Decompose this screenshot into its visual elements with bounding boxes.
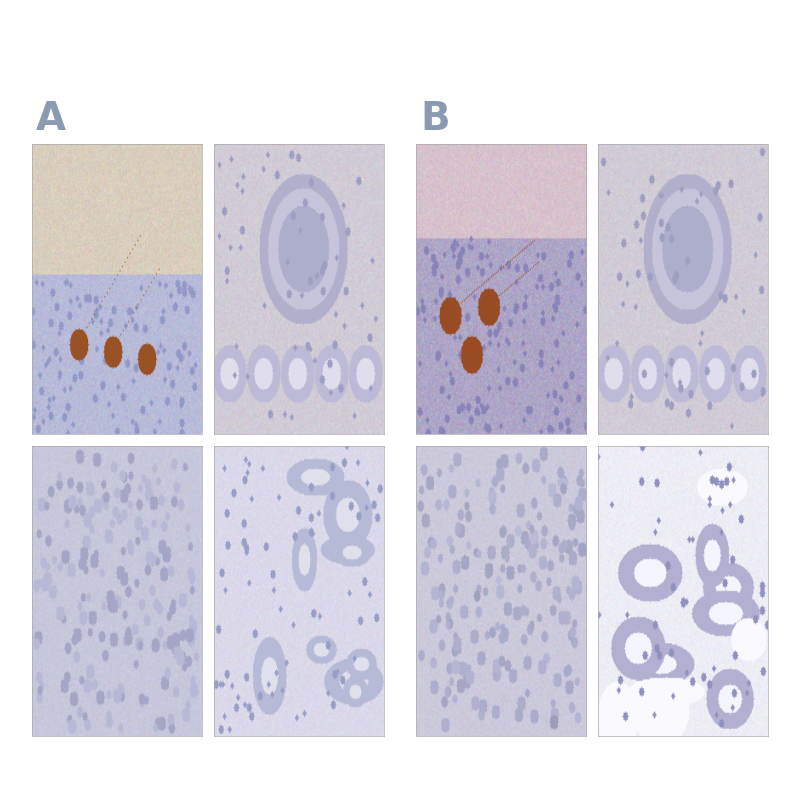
Text: B: B: [420, 99, 450, 138]
Text: A: A: [36, 99, 66, 138]
